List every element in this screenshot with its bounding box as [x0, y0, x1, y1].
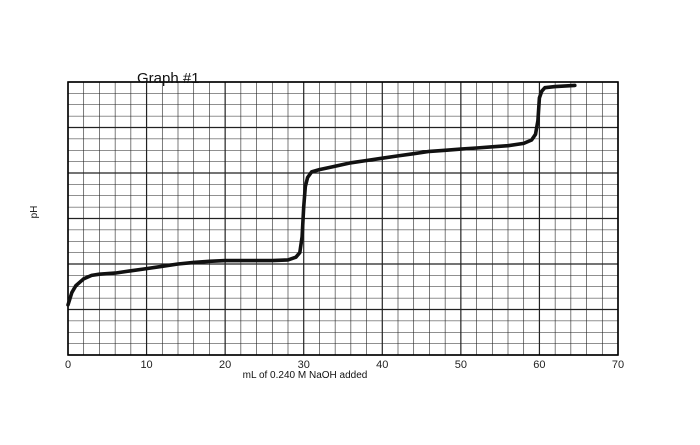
x-tick-label: 0 — [65, 359, 71, 371]
x-tick-label: 50 — [455, 359, 467, 371]
x-tick-label: 60 — [533, 359, 545, 371]
x-axis-label: mL of 0.240 M NaOH added — [243, 370, 368, 381]
x-tick-label: 40 — [376, 359, 388, 371]
grid-lines — [67, 81, 619, 356]
chart-title: Graph #1 — [137, 70, 200, 87]
plot-frame — [67, 81, 619, 356]
y-axis-label: pH — [29, 206, 40, 219]
x-tick-label: 10 — [140, 359, 152, 371]
x-tick-label: 70 — [612, 359, 624, 371]
x-axis-ticks: 0 10 20 30 40 50 60 70 — [65, 359, 624, 371]
series-line — [66, 83, 577, 307]
x-tick-label: 20 — [219, 359, 231, 371]
x-tick-label: 30 — [298, 359, 310, 371]
